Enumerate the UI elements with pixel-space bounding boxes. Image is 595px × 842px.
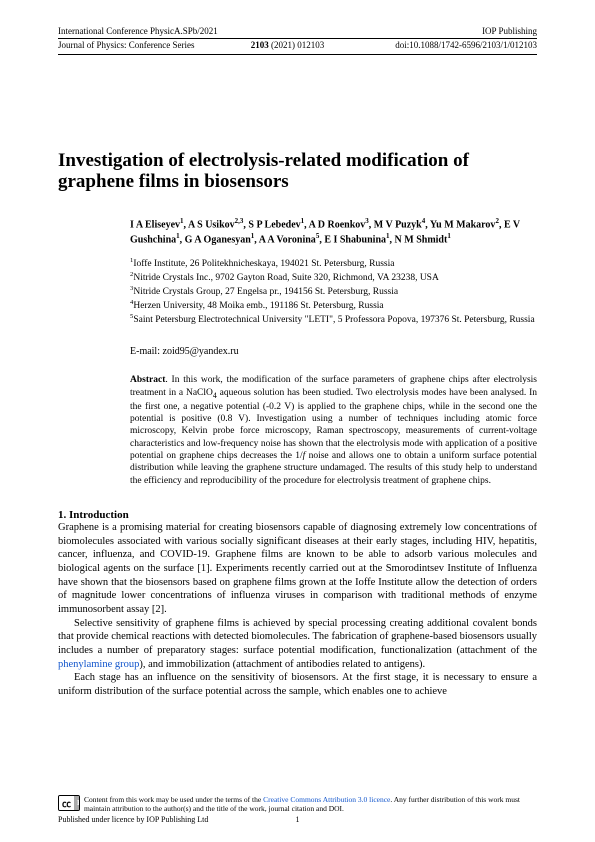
journal-name: Journal of Physics: Conference Series 21… (58, 40, 324, 51)
paragraph: Each stage has an influence on the sensi… (58, 671, 537, 698)
section-heading-introduction: 1. Introduction (58, 509, 537, 521)
corresponding-email: E-mail: zoid95@yandex.ru (130, 345, 537, 359)
affiliation: 2Nitride Crystals Inc., 9702 Gayton Road… (130, 271, 537, 285)
paragraph: Graphene is a promising material for cre… (58, 521, 537, 616)
abstract: Abstract. In this work, the modification… (130, 374, 537, 487)
author-list: I A Eliseyev1, A S Usikov2,3, S P Lebede… (130, 217, 537, 247)
conference-name: International Conference PhysicA.SPb/202… (58, 26, 218, 37)
abstract-label: Abstract (130, 375, 165, 385)
affiliation: 5Saint Petersburg Electrotechnical Unive… (130, 313, 537, 327)
article-title: Investigation of electrolysis-related mo… (58, 150, 537, 194)
page-number: 1 (296, 815, 300, 824)
cc-license-icon: ㏄BY (58, 795, 80, 811)
affiliation: 3Nitride Crystals Group, 27 Engelsa pr.,… (130, 285, 537, 299)
publisher-name: IOP Publishing (482, 26, 537, 37)
body-text: Graphene is a promising material for cre… (58, 521, 537, 698)
published-under: Published under licence by IOP Publishin… (58, 815, 208, 824)
paragraph: Selective sensitivity of graphene films … (58, 617, 537, 672)
running-header: International Conference PhysicA.SPb/202… (58, 26, 537, 55)
affiliation: 4Herzen University, 48 Moika emb., 19118… (130, 299, 537, 313)
license-text: Content from this work may be used under… (84, 795, 537, 813)
abstract-text: . In this work, the modification of the … (130, 375, 537, 486)
affiliation: 1Ioffe Institute, 26 Politekhnicheskaya,… (130, 257, 537, 271)
page-footer: ㏄BY Content from this work may be used u… (58, 795, 537, 824)
doi: doi:10.1088/1742-6596/2103/1/012103 (395, 40, 537, 51)
affiliations: 1Ioffe Institute, 26 Politekhnicheskaya,… (130, 257, 537, 327)
